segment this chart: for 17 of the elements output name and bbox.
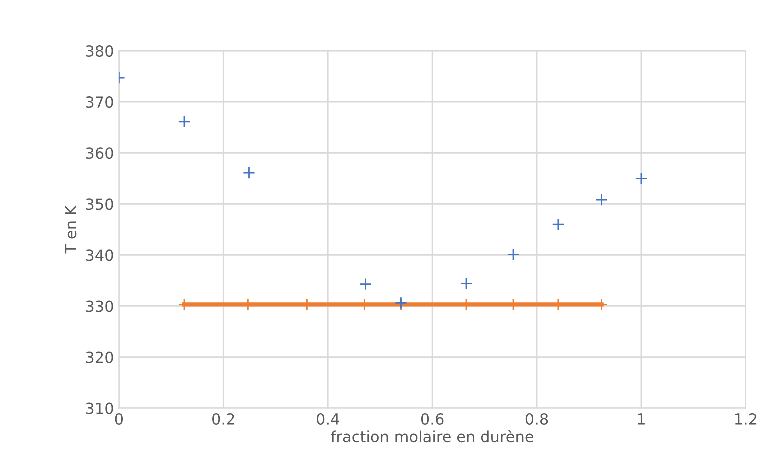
x-tick-label: 1	[638, 414, 645, 425]
x-axis-title: fraction molaire en durène	[331, 430, 534, 443]
y-tick-label: 350	[86, 198, 114, 210]
y-tick-label: 360	[86, 148, 114, 160]
x-tick-label: 0.2	[212, 413, 234, 426]
y-tick-label: 340	[86, 250, 114, 262]
x-tick-label: 1.2	[735, 413, 757, 425]
y-tick-label: 330	[86, 300, 114, 312]
x-tick-label: 0.8	[526, 413, 548, 426]
x-tick-label: 0	[115, 413, 124, 426]
y-axis-title: T en K	[65, 205, 77, 254]
x-tick-label: 0.6	[421, 413, 444, 426]
y-tick-label: 370	[86, 96, 114, 108]
y-tick-label: 380	[86, 46, 114, 58]
x-tick-label: 0.4	[316, 413, 340, 426]
y-tick-label: 320	[86, 352, 114, 364]
y-tick-label: 310	[86, 402, 114, 414]
